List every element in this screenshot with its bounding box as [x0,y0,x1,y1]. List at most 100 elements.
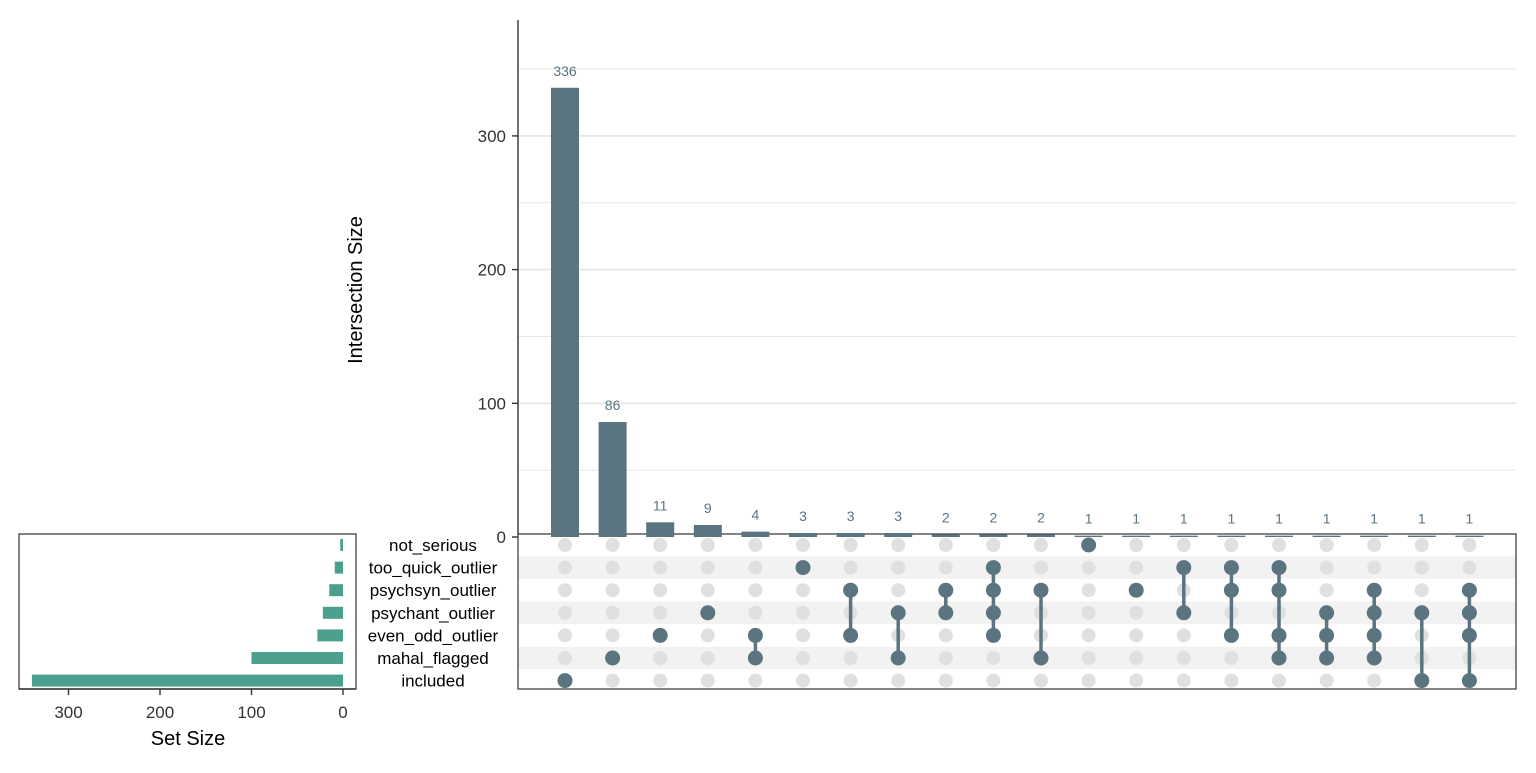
matrix-dot-inactive [748,560,763,575]
intersection-bar-label: 2 [990,509,998,525]
intersection-bar-label: 336 [553,63,577,79]
intersection-bar-label: 1 [1370,511,1378,527]
matrix-dot-inactive [796,583,810,598]
gridlines [518,68,1516,471]
matrix-dot-inactive [653,605,668,620]
matrix-dot-inactive [558,605,572,620]
matrix-dot-active [1271,650,1287,666]
intersection-bar-label: 1 [1228,511,1236,527]
intersection-bar-label: 1 [1180,511,1188,527]
matrix-dot-inactive [605,673,620,688]
intersection-axis-title: Intersection Size [345,216,367,364]
matrix-dot-inactive [1081,583,1096,598]
matrix-row-stripe [518,533,1516,557]
matrix-dot-active [1033,582,1049,598]
matrix-dot-active [652,627,668,643]
matrix-dot-inactive [938,628,953,643]
matrix-dot-inactive [1176,673,1191,688]
set-size-bar [317,629,343,642]
matrix-dot-active [1461,673,1477,689]
intersection-bar-label: 1 [1085,511,1093,527]
matrix-dot-inactive [986,538,1001,552]
intersection-axis: 0 100 200 300 [478,20,519,547]
matrix-dot-active [1319,650,1335,666]
matrix-dot-inactive [1034,538,1048,552]
membership-matrix [557,537,1477,689]
intersection-axis-tick-label: 0 [497,528,506,547]
intersection-bar [1407,535,1436,537]
matrix-dot-active [890,605,906,621]
matrix-dot-inactive [605,628,620,643]
intersection-bar-label: 4 [752,507,760,523]
intersection-bar-label: 86 [605,397,621,413]
matrix-dot-inactive [558,583,572,598]
matrix-dot-inactive [891,673,906,688]
matrix-dot-inactive [700,651,715,665]
matrix-dot-active [1461,627,1477,643]
intersection-bar-label: 1 [1132,511,1140,527]
matrix-dot-active [700,605,716,621]
matrix-dot-inactive [1176,628,1191,643]
set-size-bars [31,539,344,687]
matrix-dot-inactive [1414,538,1429,552]
matrix-dot-active [557,673,573,689]
matrix-dot-inactive [796,538,810,552]
matrix-dot-inactive [605,605,620,620]
matrix-dot-inactive [748,583,763,598]
set-size-bar [322,606,343,619]
matrix-dot-inactive [1034,673,1048,688]
intersection-bar [1360,535,1389,537]
intersection-bar [1265,535,1293,537]
matrix-dot-active [1461,582,1477,598]
matrix-dot-inactive [1224,538,1239,552]
matrix-dot-active [1319,605,1335,621]
matrix-row-stripe [518,669,1516,692]
intersection-bar-label: 3 [847,508,855,524]
matrix-dot-inactive [843,673,858,688]
intersection-bar-label: 11 [653,497,668,513]
matrix-border [517,533,1517,690]
set-label: mahal_flagged [377,649,489,668]
matrix-row-stripe [518,578,1516,602]
matrix-dot-inactive [700,628,715,643]
matrix-dot-inactive [1081,605,1096,620]
matrix-dot-inactive [843,560,858,575]
matrix-dot-inactive [653,538,668,552]
matrix-dot-inactive [1272,673,1286,688]
matrix-dot-inactive [1129,605,1144,620]
matrix-dot-active [1366,650,1382,666]
matrix-dot-inactive [1319,560,1334,575]
matrix-dot-inactive [605,538,620,552]
set-label: too_quick_outlier [369,559,498,578]
matrix-dot-inactive [700,673,715,688]
matrix-dot-inactive [891,538,906,552]
set-size-axis-tick-label: 200 [146,703,174,722]
matrix-dot-active [1414,605,1430,621]
matrix-row-stripe [518,624,1516,647]
matrix-dot-inactive [1081,560,1096,575]
matrix-dot-active [1081,537,1097,553]
matrix-dot-active [985,560,1001,576]
matrix-dot-inactive [796,605,810,620]
set-size-bar [334,561,343,574]
matrix-dot-inactive [1319,538,1334,552]
intersection-axis-tick-label: 300 [478,127,506,146]
matrix-dot-inactive [1367,560,1382,575]
matrix-dot-active [843,627,859,643]
intersection-bar-label: 1 [1275,511,1283,527]
matrix-dot-inactive [700,538,715,552]
set-size-axis-tick-label: 100 [237,703,265,722]
matrix-dot-inactive [558,560,572,575]
matrix-dot-inactive [1034,560,1048,575]
intersection-bar-label: 2 [942,509,950,525]
intersection-bar [1312,535,1341,537]
matrix-dot-active [985,582,1001,598]
intersection-bar-label: 9 [704,500,712,516]
matrix-dot-inactive [653,651,668,665]
matrix-dot-active [1223,560,1239,576]
matrix-dot-active [1366,605,1382,621]
set-size-axis-tick-label: 300 [54,703,82,722]
intersection-bar [1074,535,1103,537]
